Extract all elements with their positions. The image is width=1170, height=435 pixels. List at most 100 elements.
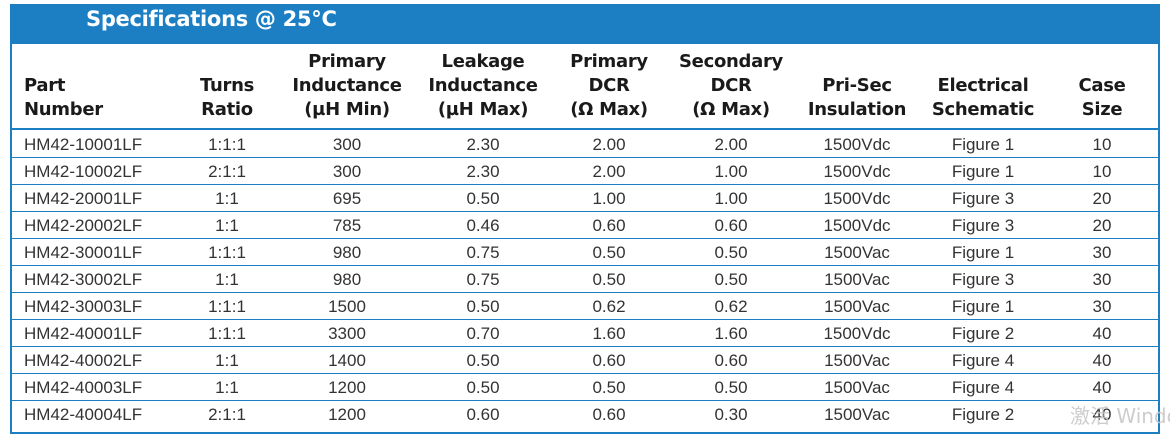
table-cell: 1500Vdc <box>823 189 891 208</box>
table-cell: 1.60 <box>592 324 626 343</box>
table-cell: 40 <box>1092 405 1112 424</box>
table-cell: 10 <box>1092 135 1112 154</box>
table-cell: 1:1:1 <box>208 297 246 316</box>
table-cell: 2.00 <box>592 162 626 181</box>
table-cell: 0.50 <box>466 351 500 370</box>
column-header-line: (Ω Max) <box>692 99 770 120</box>
table-cell: 0.60 <box>592 351 626 370</box>
table-cell: Figure 1 <box>951 297 1015 316</box>
table-cell: 300 <box>332 135 362 154</box>
table-cell: 695 <box>332 189 362 208</box>
activation-watermark: 激活 Windo <box>1070 404 1170 428</box>
table-cell: 3300 <box>328 324 366 343</box>
table-cell: 0.60 <box>592 405 626 424</box>
table-cell: 0.50 <box>466 378 500 397</box>
table-cell: 1500Vac <box>824 351 890 370</box>
table-cell: HM42-40004LF <box>24 405 143 424</box>
table-cell: 2.00 <box>714 135 748 154</box>
table-cell: 0.62 <box>714 297 748 316</box>
column-header-line: Secondary <box>679 51 783 72</box>
table-cell: 0.46 <box>466 216 500 235</box>
table-cell: 0.60 <box>592 216 626 235</box>
table-cell: HM42-20002LF <box>24 216 143 235</box>
table-cell: 0.30 <box>714 405 748 424</box>
table-cell: 2.30 <box>466 135 500 154</box>
table-cell: 1500Vac <box>824 270 890 289</box>
table-cell: 1500 <box>328 297 366 316</box>
table-cell: 1500Vdc <box>823 135 891 154</box>
column-header-line: Ratio <box>201 99 253 120</box>
column-header-1: Turns Ratio <box>177 46 277 122</box>
table-cell: 2.30 <box>466 162 500 181</box>
table-cell: 980 <box>332 270 362 289</box>
table-row: HM42-40002LF 1:1 1400 0.50 0.60 0.60 1500Vac Fi… <box>12 347 1158 374</box>
table-cell: 0.62 <box>592 297 626 316</box>
table-cell: 0.50 <box>592 243 626 262</box>
table-cell: 20 <box>1092 216 1112 235</box>
column-header-line: (µH Max) <box>437 99 529 120</box>
column-header-line: DCR <box>588 75 630 96</box>
table-cell: 40 <box>1092 351 1112 370</box>
table-row: HM42-40003LF 1:1 1200 0.50 0.50 0.50 1500Vac Fi… <box>12 374 1158 401</box>
column-header-4: Primary DCR (Ω Max) <box>554 46 664 122</box>
column-header-7: Electrical Schematic <box>923 46 1043 122</box>
table-cell: 1.00 <box>714 162 748 181</box>
table-row: HM42-30002LF 1:1 980 0.75 0.50 0.50 1500Vac Fig… <box>12 266 1158 293</box>
table-cell: 1200 <box>328 378 366 397</box>
table-cell: 1500Vac <box>824 378 890 397</box>
table-cell: HM42-20001LF <box>24 189 143 208</box>
table-row: HM42-40004LF 2:1:1 1200 0.60 0.60 0.30 1500Vac… <box>12 401 1158 428</box>
table-cell: 1:1 <box>215 189 239 208</box>
column-header-0: Part Number <box>24 46 174 122</box>
table-cell: 0.50 <box>592 378 626 397</box>
table-cell: 40 <box>1092 378 1112 397</box>
column-header-line: Inductance <box>428 75 538 96</box>
table-cell: 2:1:1 <box>208 162 246 181</box>
table-cell: HM42-40003LF <box>24 378 143 397</box>
table-row: HM42-10001LF 1:1:1 300 2.30 2.00 2.00 1500Vdc F… <box>12 131 1158 158</box>
column-header-line: Number <box>24 99 103 120</box>
column-header-line: Part <box>24 75 66 96</box>
table-cell: Figure 2 <box>951 405 1015 424</box>
column-header-5: Secondary DCR (Ω Max) <box>666 46 796 122</box>
column-header-3: Leakage Inductance (µH Max) <box>418 46 548 122</box>
table-cell: 0.50 <box>466 189 500 208</box>
table-cell: Figure 1 <box>951 162 1015 181</box>
column-header-line: (Ω Max) <box>570 99 648 120</box>
table-cell: 1500Vdc <box>823 162 891 181</box>
spec-table: Specifications @ 25°C <box>10 4 1160 434</box>
table-cell: HM42-40002LF <box>24 351 143 370</box>
column-header-line: Primary <box>570 51 648 72</box>
table-cell: Figure 3 <box>951 189 1015 208</box>
table-cell: 0.60 <box>466 405 500 424</box>
table-cell: HM42-10001LF <box>24 135 143 154</box>
table-cell: 1500Vdc <box>823 216 891 235</box>
table-cell: 30 <box>1092 297 1112 316</box>
table-cell: 0.50 <box>714 270 748 289</box>
table-cell: HM42-30001LF <box>24 243 143 262</box>
table-cell: 1.60 <box>714 324 748 343</box>
table-cell: 0.50 <box>714 243 748 262</box>
column-header-line: Inductance <box>292 75 402 96</box>
table-cell: HM42-40001LF <box>24 324 143 343</box>
table-cell: 40 <box>1092 324 1112 343</box>
table-cell: 1500Vac <box>824 405 890 424</box>
table-cell: HM42-30002LF <box>24 270 143 289</box>
table-cell: 0.70 <box>466 324 500 343</box>
table-cell: Figure 4 <box>951 378 1015 397</box>
column-header-line: Case <box>1078 75 1126 96</box>
table-cell: 2:1:1 <box>208 405 246 424</box>
table-row: HM42-30001LF 1:1:1 980 0.75 0.50 0.50 1500Vac F… <box>12 239 1158 266</box>
table-cell: 1:1:1 <box>208 324 246 343</box>
table-cell: 0.60 <box>714 216 748 235</box>
column-header-line: Size <box>1081 99 1123 120</box>
header-rule <box>12 128 1158 130</box>
table-cell: 1:1 <box>215 351 239 370</box>
table-cell: 0.75 <box>466 243 500 262</box>
table-cell: 0.50 <box>466 297 500 316</box>
table-cell: HM42-10002LF <box>24 162 143 181</box>
table-cell: 1:1 <box>215 378 239 397</box>
column-header-line: DCR <box>710 75 752 96</box>
column-header-8: Case Size <box>1062 46 1142 122</box>
table-cell: Figure 1 <box>951 243 1015 262</box>
